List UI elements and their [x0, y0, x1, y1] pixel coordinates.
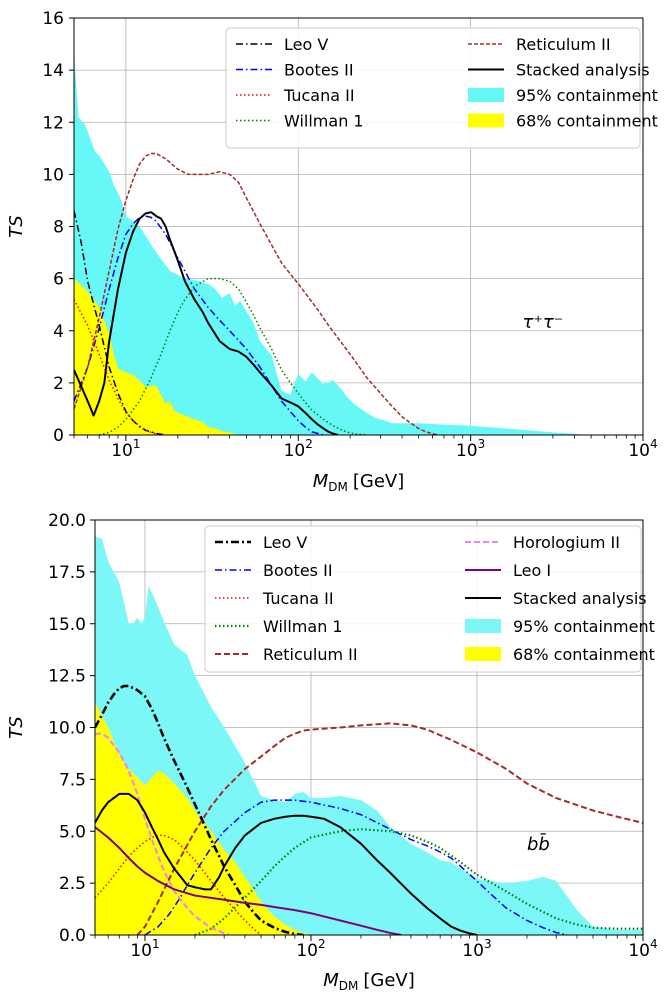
- legend-label-horologium-ii: Horologium II: [513, 533, 620, 552]
- legend-label-leo-v: Leo V: [284, 35, 328, 54]
- legend-label-reticulum-ii: Reticulum II: [516, 35, 611, 54]
- channel-annotation: τ⁺τ⁻: [523, 312, 564, 333]
- band-68-containment: [74, 278, 239, 435]
- series-reticulum-ii: [136, 722, 643, 935]
- legend-label-stacked-analysis: Stacked analysis: [516, 61, 650, 80]
- x-tick-label: 102: [284, 437, 313, 461]
- plot-area: [74, 51, 592, 435]
- plot-area: [95, 536, 643, 935]
- legend-label-stacked-analysis: Stacked analysis: [513, 589, 647, 608]
- channel-annotation: bb̄: [527, 833, 550, 855]
- series-willman-1: [99, 277, 367, 435]
- x-tick-label: 101: [111, 437, 140, 461]
- y-tick-label: 2.5: [59, 874, 86, 894]
- x-axis-label: MDM [GeV]: [323, 970, 415, 992]
- y-tick-label: 0.0: [59, 926, 86, 946]
- legend-frame: [225, 27, 641, 149]
- y-tick-label: 16: [42, 9, 64, 29]
- legend-swatch-68-containment: [468, 113, 504, 128]
- series-leo-v: [95, 684, 304, 935]
- y-tick-label: 6: [53, 270, 64, 290]
- legend-label-bootes-ii: Bootes II: [284, 61, 354, 80]
- legend-label-95-containment: 95% containment: [513, 617, 655, 636]
- y-axis-label: TS: [6, 215, 27, 237]
- legend-swatch-68-containment: [465, 647, 501, 661]
- y-tick-label: 12: [42, 113, 64, 133]
- y-tick-label: 15.0: [48, 615, 86, 635]
- legend-label-68-containment: 68% containment: [513, 645, 655, 664]
- legend: Leo V Bootes II Tucana II Willman 1 Reticulu…: [225, 27, 658, 149]
- x-tick-label: 102: [296, 937, 325, 961]
- legend-label-leo-i: Leo I: [513, 561, 551, 580]
- legend-label-willman-1: Willman 1: [284, 112, 364, 131]
- legend-swatch-95-containment: [465, 619, 501, 633]
- series-stacked-analysis: [95, 792, 478, 935]
- y-tick-label: 10: [42, 165, 64, 185]
- series-tucana-ii: [95, 834, 262, 935]
- y-tick-label: 5.0: [59, 822, 86, 842]
- x-tick-label: 101: [130, 937, 159, 961]
- band-95-containment: [95, 536, 643, 935]
- y-axis-label: TS: [6, 716, 27, 738]
- x-tick-label: 103: [456, 437, 485, 461]
- legend-label-leo-v: Leo V: [263, 533, 307, 552]
- legend-label-68-containment: 68% containment: [516, 112, 658, 131]
- series-horologium-ii: [95, 732, 230, 935]
- band-95-containment: [74, 51, 592, 435]
- legend-label-reticulum-ii: Reticulum II: [263, 645, 358, 664]
- legend-frame: [204, 525, 642, 673]
- series-bootes-ii: [144, 799, 568, 935]
- y-tick-label: 12.5: [48, 667, 86, 687]
- series-leo-i: [95, 826, 402, 935]
- legend-swatch-95-containment: [468, 88, 504, 102]
- y-tick-label: 20.0: [48, 511, 86, 531]
- y-tick-label: 2: [53, 374, 64, 394]
- legend-label-tucana-ii: Tucana II: [262, 589, 334, 608]
- bbbar-chart: 0.0 2.5 5.0 7.5 10.0 12.5 15.0 17.5 20.0 101 102 10…: [6, 511, 658, 992]
- band-68-containment: [95, 702, 311, 935]
- series-reticulum-ii: [74, 152, 439, 435]
- y-tick-label: 8: [53, 218, 64, 238]
- y-tick-label: 7.5: [59, 770, 86, 790]
- legend-label-bootes-ii: Bootes II: [263, 561, 333, 580]
- legend-label-willman-1: Willman 1: [263, 617, 343, 636]
- x-tick-label: 104: [628, 437, 657, 461]
- y-tick-label: 10.0: [48, 719, 86, 739]
- x-axis-label: MDM [GeV]: [313, 471, 405, 494]
- x-tick-label: 104: [628, 937, 657, 961]
- series-stacked-analysis: [74, 211, 339, 435]
- y-tick-label: 0: [53, 426, 64, 446]
- y-tick-label: 4: [53, 322, 64, 342]
- legend-label-tucana-ii: Tucana II: [283, 86, 355, 105]
- x-tick-label: 103: [462, 937, 491, 961]
- tautau-chart: 0 2 4 6 8 10 12 14 16 101 102 103 104 MDM [GeV] TS τ⁺τ⁻ L…: [6, 9, 658, 494]
- y-tick-label: 17.5: [48, 563, 86, 583]
- legend: Leo V Bootes II Tucana II Willman 1 Reticulu…: [204, 525, 655, 673]
- legend-label-95-containment: 95% containment: [516, 86, 658, 105]
- y-tick-label: 14: [42, 61, 64, 81]
